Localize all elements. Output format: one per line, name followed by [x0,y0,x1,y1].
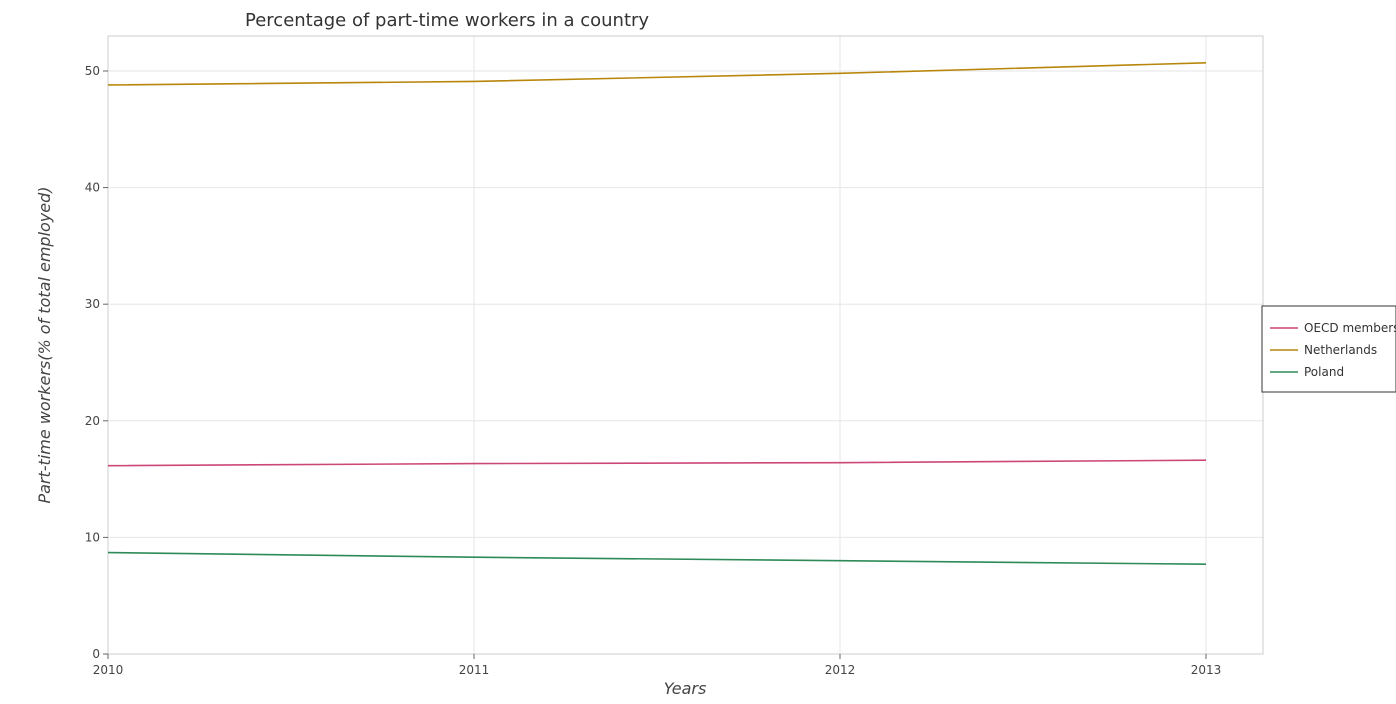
x-tick-label: 2011 [459,663,490,677]
x-tick-label: 2012 [825,663,856,677]
legend-label: Poland [1304,365,1344,379]
series-line-poland [107,551,1207,566]
series-line-netherlands [107,62,1207,86]
y-ticks: 0 10 20 30 40 50 [85,64,108,661]
chart-title: Percentage of part-time workers in a cou… [245,10,649,31]
legend-box [1261,305,1396,393]
x-axis-label: Years [664,679,707,698]
legend: OECD members Netherlands Poland [1261,305,1396,393]
series-line-oecd-members [107,459,1207,467]
x-ticks: 2010 2011 2012 2013 [93,654,1222,677]
gridlines [107,36,1263,655]
x-tick-label: 2013 [1191,663,1222,677]
y-tick-label: 10 [85,530,100,544]
y-tick-label: 50 [85,64,100,78]
legend-items: OECD members Netherlands Poland [1270,321,1396,379]
y-tick-label: 20 [85,414,100,428]
y-axis-label: Part-time workers(% of total employed) [35,186,54,503]
legend-label: Netherlands [1304,343,1377,357]
y-tick-label: 30 [85,297,100,311]
series-lines [107,62,1207,566]
y-tick-label: 0 [92,647,100,661]
y-tick-label: 40 [85,181,100,195]
plot-frame [107,35,1264,655]
x-tick-label: 2010 [93,663,124,677]
legend-label: OECD members [1304,321,1396,335]
